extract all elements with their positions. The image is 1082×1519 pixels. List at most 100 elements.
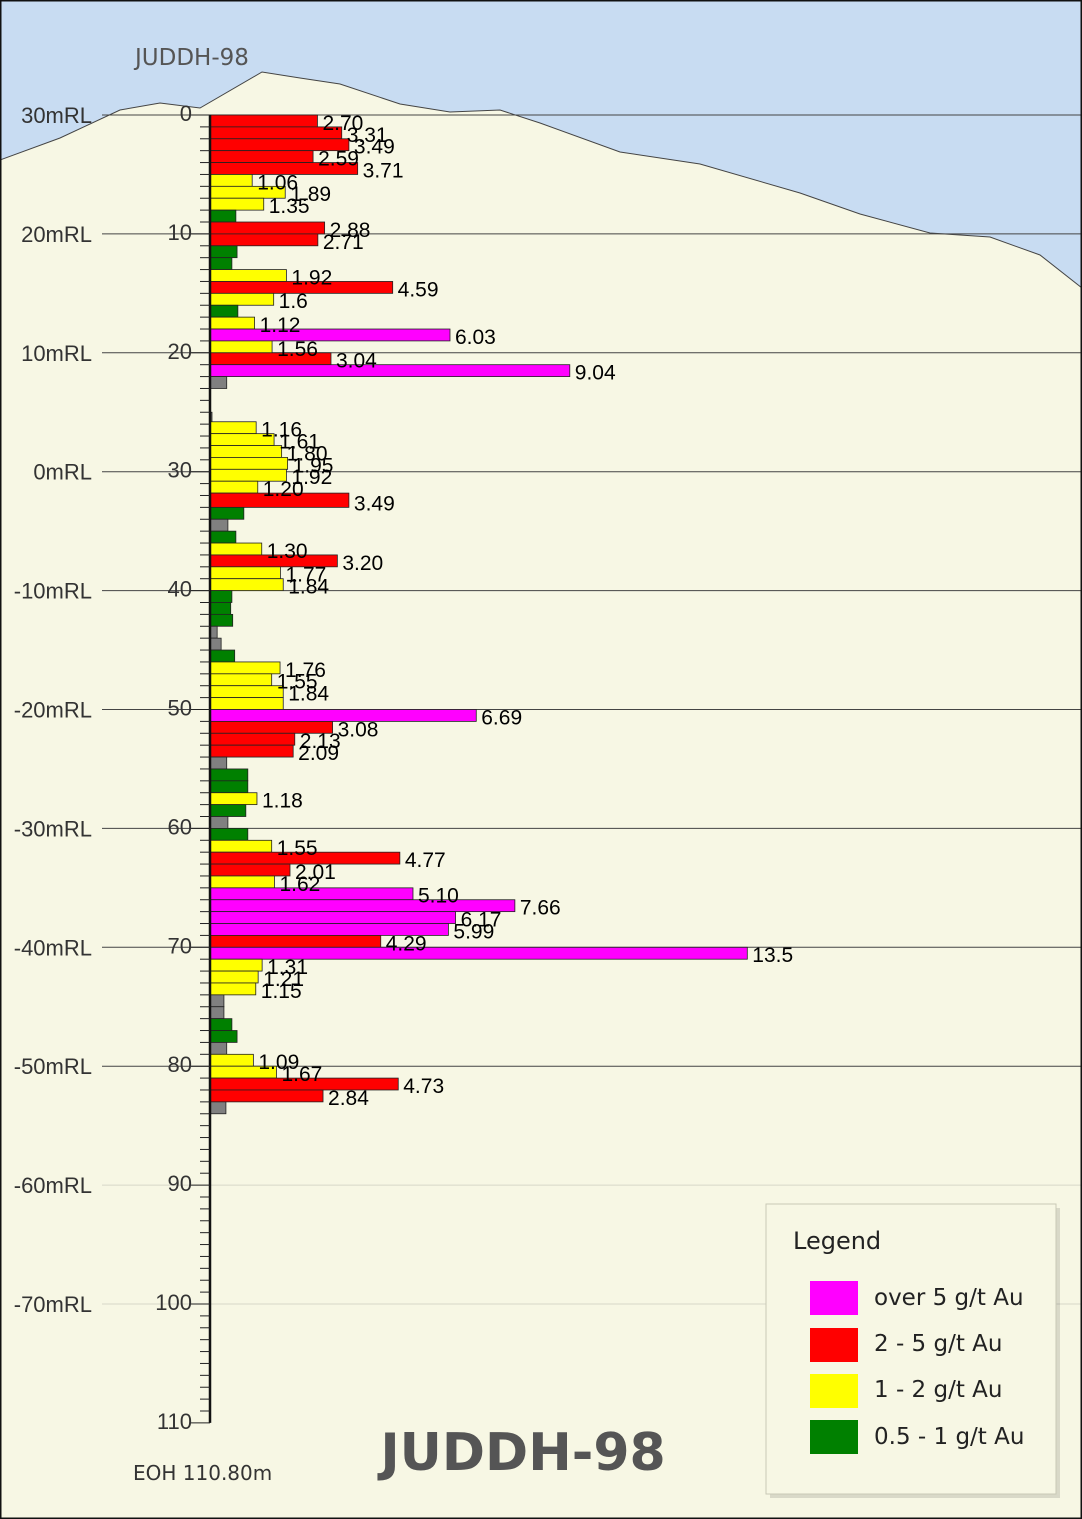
value-label: 1.12 — [260, 314, 301, 337]
assay-bar — [209, 613, 234, 627]
depth-tick-label: 50 — [168, 696, 192, 721]
value-label: 1.55 — [277, 671, 318, 694]
assay-bar — [209, 649, 236, 663]
assay-bar — [209, 804, 247, 817]
value-label: 1.35 — [269, 195, 310, 218]
assay-bar — [209, 1053, 254, 1067]
assay-bar — [209, 994, 225, 1008]
assay-bar — [209, 421, 257, 435]
value-labels: 2.703.313.492.593.711.061.891.352.882.71… — [257, 112, 793, 1110]
assay-bar — [209, 174, 253, 187]
assay-bar — [209, 209, 237, 223]
value-label: 6.17 — [461, 909, 502, 932]
rl-label: -30mRL — [14, 816, 92, 841]
assay-bar — [209, 792, 258, 806]
value-label: 4.73 — [403, 1075, 444, 1098]
assay-bar — [209, 292, 275, 306]
value-label: 2.84 — [328, 1087, 369, 1110]
value-label: 1.62 — [279, 873, 320, 896]
rl-label: -70mRL — [14, 1292, 92, 1317]
assay-bar — [209, 935, 382, 948]
value-label: 6.03 — [455, 326, 496, 349]
value-label: 3.71 — [363, 159, 404, 182]
depth-tick-label: 90 — [168, 1171, 192, 1196]
assay-bar — [209, 542, 263, 556]
assay-bar — [209, 875, 275, 889]
legend-label-1-2: 1 - 2 g/t Au — [874, 1377, 1003, 1403]
value-label: 1.61 — [279, 431, 320, 454]
assay-bar — [209, 257, 233, 270]
value-label: 4.59 — [398, 278, 439, 301]
assay-bar — [209, 340, 273, 354]
rl-label: -10mRL — [14, 579, 92, 604]
value-label: 2.71 — [323, 231, 364, 254]
assay-bar — [209, 1030, 238, 1043]
assay-bar — [209, 518, 229, 532]
assay-bar — [209, 114, 318, 128]
assay-bar — [209, 685, 284, 699]
assay-bar — [209, 480, 259, 494]
assay-bar — [209, 958, 263, 972]
value-label: 1.56 — [277, 338, 318, 361]
assay-bar — [209, 828, 249, 841]
legend-swatch-over-5 — [810, 1281, 858, 1315]
rl-label: 0mRL — [33, 460, 92, 485]
assay-bar — [209, 530, 237, 544]
assay-bar — [209, 839, 273, 853]
legend-swatch-0-5-1 — [810, 1420, 858, 1454]
value-label: 1.84 — [288, 576, 329, 599]
depth-tick-label: 0 — [180, 101, 192, 126]
assay-bar — [209, 578, 284, 592]
assay-bar — [209, 269, 287, 282]
depth-axis: 0 10 20 30 40 50 60 70 80 90 100 110 — [155, 101, 212, 1434]
depth-tick-label: 100 — [155, 1290, 192, 1315]
depth-tick-label: 10 — [168, 220, 192, 245]
value-label: 1.55 — [277, 837, 318, 860]
legend-swatch-2-5 — [810, 1328, 858, 1362]
rl-label: 20mRL — [21, 222, 92, 247]
assay-bar — [209, 602, 232, 615]
value-label: 1.31 — [267, 956, 308, 979]
assay-bar — [209, 376, 228, 389]
value-label: 7.66 — [520, 897, 561, 920]
value-label: 2.59 — [318, 148, 359, 171]
rl-label: -50mRL — [14, 1054, 92, 1079]
value-label: 1.18 — [262, 790, 303, 813]
assay-bar — [209, 756, 228, 770]
rl-labels: 30mRL 20mRL 10mRL 0mRL -10mRL -20mRL -30mRL -40… — [14, 103, 92, 1317]
assay-bar — [209, 506, 245, 520]
value-label: 1.30 — [267, 540, 308, 563]
assay-bar — [209, 732, 296, 746]
depth-tick-label: 110 — [157, 1409, 192, 1434]
assay-bar — [209, 768, 249, 782]
value-label: 3.49 — [354, 136, 395, 159]
value-label: 1.6 — [279, 290, 308, 313]
assay-bar — [209, 816, 229, 829]
value-label: 5.10 — [418, 885, 459, 908]
assay-bar — [209, 1042, 228, 1055]
value-label: 13.5 — [752, 944, 793, 967]
rl-label: -40mRL — [14, 935, 92, 960]
value-label: 3.08 — [338, 718, 379, 741]
rl-label: -20mRL — [14, 698, 92, 723]
depth-tick-label: 30 — [168, 458, 192, 483]
value-label: 1.09 — [258, 1051, 299, 1074]
assay-bar — [209, 637, 222, 651]
assay-bar — [209, 233, 319, 247]
rl-label: 10mRL — [21, 341, 92, 366]
value-label: 1.67 — [281, 1063, 322, 1086]
value-label: 4.77 — [405, 849, 446, 872]
value-label: 1.89 — [290, 183, 331, 206]
depth-tick-label: 80 — [168, 1052, 192, 1077]
assay-bar — [209, 863, 291, 877]
assay-bar — [209, 221, 326, 235]
assay-bar — [209, 744, 294, 758]
depth-tick-label: 20 — [168, 339, 192, 364]
assay-bar — [209, 566, 281, 580]
value-label: 1.21 — [263, 968, 304, 991]
assay-bar — [209, 316, 255, 330]
assay-bar — [209, 911, 456, 924]
value-label: 2.70 — [322, 112, 363, 135]
